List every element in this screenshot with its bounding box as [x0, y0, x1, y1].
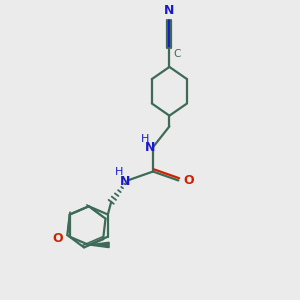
Text: H: H	[115, 167, 123, 177]
Text: N: N	[145, 141, 155, 154]
Text: N: N	[164, 4, 175, 17]
Text: H: H	[140, 134, 149, 144]
Text: N: N	[120, 175, 130, 188]
Polygon shape	[89, 242, 109, 247]
Text: O: O	[184, 174, 194, 187]
Text: O: O	[52, 232, 63, 245]
Text: C: C	[173, 49, 180, 59]
